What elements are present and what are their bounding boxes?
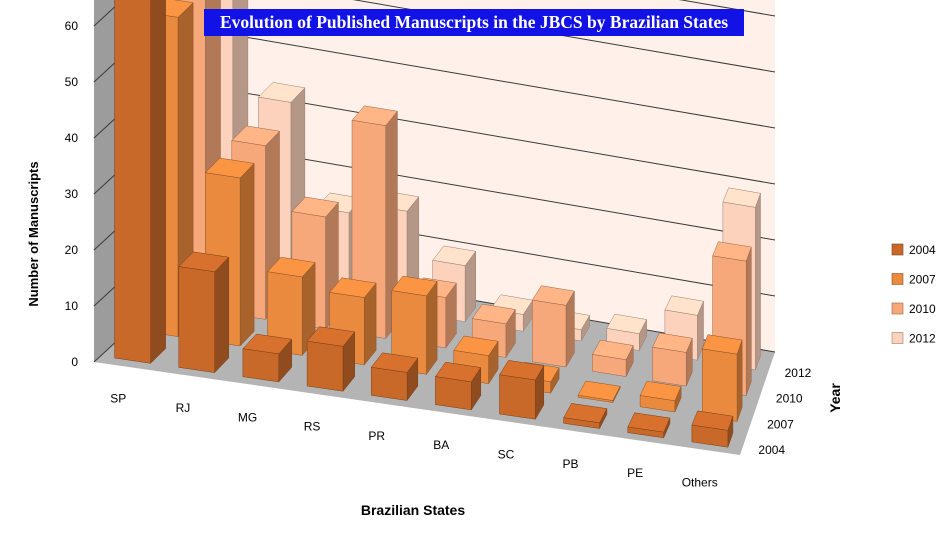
- x-tick-label: Others: [682, 475, 718, 489]
- bar-2004-BA: [434, 361, 482, 411]
- bar-2004-PE: [627, 412, 671, 439]
- bar-front-face: [592, 354, 627, 377]
- depth-tick-label: 2012: [785, 366, 812, 380]
- y-axis-ticks: 01020304050607080: [65, 19, 79, 369]
- bar-front-face: [627, 426, 664, 439]
- bar-front-face: [702, 348, 738, 422]
- chart-bars: [114, 0, 761, 448]
- legend-label: 2010: [909, 302, 936, 316]
- x-tick-label: RJ: [176, 401, 191, 415]
- bar-front-face: [691, 424, 729, 448]
- depth-axis-label: Year: [827, 383, 843, 413]
- legend-swatch: [891, 273, 904, 285]
- bar-2004-PR: [370, 352, 419, 402]
- bar-2007-PE: [639, 380, 682, 413]
- legend-swatch: [891, 332, 904, 344]
- bar-side-face: [214, 256, 229, 374]
- y-tick-label: 40: [65, 131, 79, 145]
- bar-2004-RJ: [178, 251, 230, 374]
- depth-tick-label: 2007: [767, 417, 794, 431]
- bar-side-face: [745, 246, 752, 396]
- bar-side-face: [426, 280, 438, 376]
- bar-2007-PR: [391, 275, 438, 376]
- bar-side-face: [755, 193, 761, 370]
- x-axis-label: Brazilian States: [361, 502, 465, 518]
- chart-title: Evolution of Published Manuscripts in th…: [204, 9, 744, 36]
- bar-front-face: [435, 376, 472, 411]
- bar-front-face: [178, 266, 215, 373]
- bar-2004-RS: [306, 326, 356, 392]
- bar-front-face: [306, 340, 344, 392]
- legend-label: 2012: [909, 332, 936, 346]
- x-tick-label: PE: [627, 466, 643, 480]
- bar-2007-PB: [577, 380, 621, 403]
- bar-front-face: [639, 395, 676, 413]
- bar-front-face: [499, 374, 536, 420]
- y-tick-label: 10: [65, 299, 79, 313]
- y-axis-label: Number of Manuscripts: [26, 161, 41, 306]
- depth-tick-label: 2010: [776, 392, 803, 406]
- bar-2007-Others: [701, 334, 743, 422]
- bar-front-face: [563, 417, 600, 429]
- bar-2012-PB: [606, 313, 647, 351]
- legend-swatch: [891, 302, 904, 315]
- y-tick-label: 60: [65, 19, 79, 33]
- x-axis-ticks: SP RJ MG RS PR BA SC PB PE Others: [110, 392, 717, 490]
- legend-label: 2004: [909, 243, 936, 257]
- bar-front-face: [577, 395, 614, 403]
- bar-front-face: [370, 367, 408, 401]
- y-tick-label: 50: [65, 75, 79, 89]
- bar-2010-SC: [531, 285, 575, 368]
- bar-2007-MG: [266, 256, 316, 357]
- bar-side-face: [150, 0, 166, 364]
- y-tick-label: 20: [65, 243, 79, 257]
- bar-2004-PB: [563, 403, 608, 429]
- x-tick-label: PR: [368, 429, 385, 443]
- legend-swatch: [891, 243, 904, 256]
- bar-front-face: [242, 348, 280, 383]
- legend-label: 2007: [909, 273, 936, 287]
- x-tick-label: SC: [498, 447, 515, 461]
- bar-2004-MG: [242, 333, 293, 383]
- y-tick-label: 30: [65, 187, 79, 201]
- x-tick-label: SP: [110, 392, 126, 406]
- bar-front-face: [532, 299, 567, 368]
- depth-tick-label: 2004: [758, 443, 785, 457]
- bar-2010-PE: [652, 332, 693, 387]
- x-tick-label: RS: [304, 420, 321, 434]
- bar-2004-Others: [691, 410, 734, 448]
- bar-front-face: [652, 346, 687, 387]
- x-tick-label: PB: [562, 457, 578, 471]
- x-tick-label: MG: [238, 410, 257, 424]
- bar-2010-PB: [592, 339, 634, 377]
- x-tick-label: BA: [433, 438, 449, 452]
- y-tick-label: 0: [71, 355, 78, 369]
- bar-2004-SP: [114, 0, 166, 364]
- depth-axis-ticks: 2012 2010 2007 2004: [758, 366, 811, 457]
- bar-front-face: [114, 0, 151, 364]
- legend: 2004 2007 2010 2012: [891, 243, 936, 346]
- bar-side-face: [239, 162, 255, 347]
- bar-2004-SC: [499, 360, 545, 421]
